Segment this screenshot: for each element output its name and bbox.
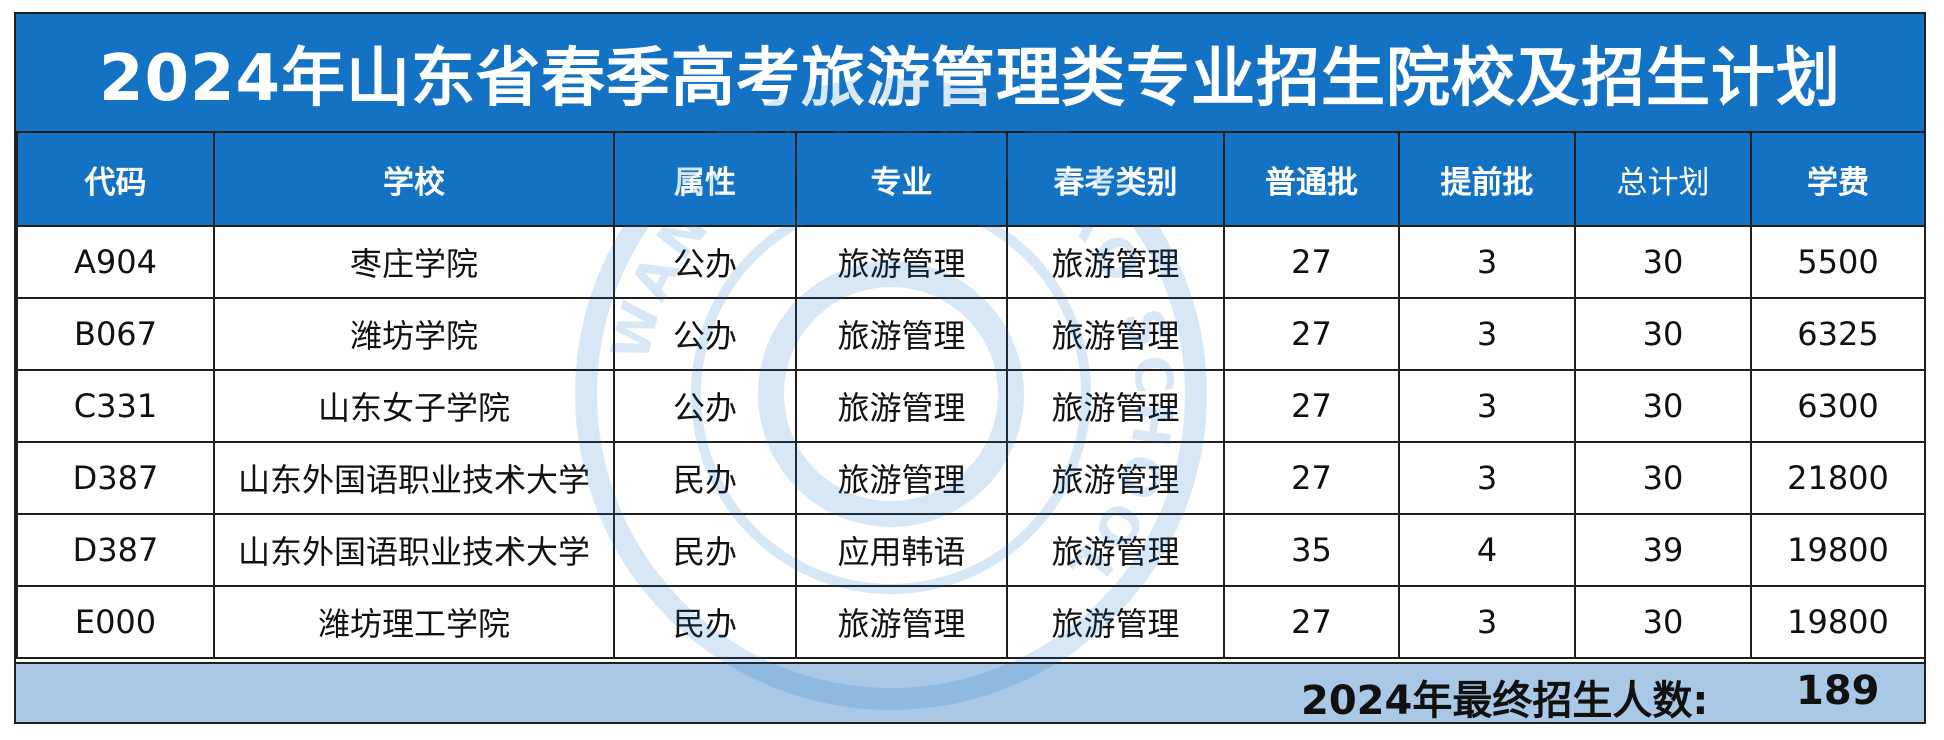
cell-type: 民办	[613, 585, 797, 659]
column-header-school: 学校	[213, 131, 615, 227]
cell-regular-batch: 27	[1223, 369, 1400, 443]
cell-category: 旅游管理	[1006, 441, 1225, 515]
cell-early-batch: 3	[1398, 585, 1576, 659]
cell-code: C331	[16, 369, 215, 443]
cell-early-batch: 3	[1398, 441, 1576, 515]
cell-major: 旅游管理	[795, 441, 1008, 515]
cell-code: A904	[16, 225, 215, 299]
column-header-tuition: 学费	[1750, 131, 1926, 227]
cell-regular-batch: 27	[1223, 297, 1400, 371]
cell-school: 山东外国语职业技术大学	[213, 513, 615, 587]
cell-type: 公办	[613, 369, 797, 443]
table-row: D387 山东外国语职业技术大学 民办 应用韩语 旅游管理 35 4 39 19…	[16, 513, 1926, 587]
cell-code: B067	[16, 297, 215, 371]
cell-type: 民办	[613, 513, 797, 587]
cell-tuition: 5500	[1750, 225, 1926, 299]
cell-major: 应用韩语	[795, 513, 1008, 587]
cell-school: 潍坊理工学院	[213, 585, 615, 659]
cell-school: 山东女子学院	[213, 369, 615, 443]
column-header-early-batch: 提前批	[1398, 131, 1576, 227]
cell-major: 旅游管理	[795, 225, 1008, 299]
column-header-type: 属性	[613, 131, 797, 227]
cell-total-plan: 30	[1574, 225, 1752, 299]
table-header-row: 代码 学校 属性 专业 春考类别 普通批 提前批 总计划 学费	[16, 131, 1926, 227]
enrollment-table: 代码 学校 属性 专业 春考类别 普通批 提前批 总计划 学费 A904 枣庄学…	[16, 131, 1926, 659]
cell-code: D387	[16, 441, 215, 515]
cell-tuition: 19800	[1750, 513, 1926, 587]
cell-regular-batch: 27	[1223, 441, 1400, 515]
cell-code: D387	[16, 513, 215, 587]
cell-regular-batch: 35	[1223, 513, 1400, 587]
table-row: D387 山东外国语职业技术大学 民办 旅游管理 旅游管理 27 3 30 21…	[16, 441, 1926, 515]
cell-category: 旅游管理	[1006, 513, 1225, 587]
cell-tuition: 19800	[1750, 585, 1926, 659]
cell-total-plan: 39	[1574, 513, 1752, 587]
cell-tuition: 6325	[1750, 297, 1926, 371]
cell-category: 旅游管理	[1006, 585, 1225, 659]
total-enrollment-value: 189	[1796, 668, 1880, 714]
cell-tuition: 6300	[1750, 369, 1926, 443]
cell-total-plan: 30	[1574, 297, 1752, 371]
cell-category: 旅游管理	[1006, 369, 1225, 443]
total-enrollment-label: 2024年最终招生人数:	[1301, 678, 1709, 724]
cell-early-batch: 3	[1398, 297, 1576, 371]
cell-early-batch: 3	[1398, 369, 1576, 443]
cell-major: 旅游管理	[795, 585, 1008, 659]
table-row: C331 山东女子学院 公办 旅游管理 旅游管理 27 3 30 6300	[16, 369, 1926, 443]
cell-category: 旅游管理	[1006, 297, 1225, 371]
cell-code: E000	[16, 585, 215, 659]
cell-regular-batch: 27	[1223, 585, 1400, 659]
total-enrollment-bar: 2024年最终招生人数: 189	[16, 662, 1924, 724]
cell-type: 公办	[613, 225, 797, 299]
table-row: E000 潍坊理工学院 民办 旅游管理 旅游管理 27 3 30 19800	[16, 585, 1926, 659]
table-row: A904 枣庄学院 公办 旅游管理 旅游管理 27 3 30 5500	[16, 225, 1926, 299]
column-header-regular-batch: 普通批	[1223, 131, 1400, 227]
table-row: B067 潍坊学院 公办 旅游管理 旅游管理 27 3 30 6325	[16, 297, 1926, 371]
cell-early-batch: 3	[1398, 225, 1576, 299]
cell-school: 山东外国语职业技术大学	[213, 441, 615, 515]
cell-type: 民办	[613, 441, 797, 515]
cell-major: 旅游管理	[795, 297, 1008, 371]
page-title: 2024年山东省春季高考旅游管理类专业招生院校及招生计划	[16, 14, 1924, 131]
column-header-total-plan: 总计划	[1574, 131, 1752, 227]
cell-total-plan: 30	[1574, 441, 1752, 515]
column-header-major: 专业	[795, 131, 1008, 227]
cell-school: 枣庄学院	[213, 225, 615, 299]
column-header-code: 代码	[16, 131, 215, 227]
cell-type: 公办	[613, 297, 797, 371]
cell-school: 潍坊学院	[213, 297, 615, 371]
cell-tuition: 21800	[1750, 441, 1926, 515]
column-header-category: 春考类别	[1006, 131, 1225, 227]
cell-early-batch: 4	[1398, 513, 1576, 587]
cell-regular-batch: 27	[1223, 225, 1400, 299]
enrollment-sheet: 2024年山东省春季高考旅游管理类专业招生院校及招生计划 代码 学校 属性 专业…	[14, 12, 1926, 724]
cell-total-plan: 30	[1574, 585, 1752, 659]
cell-major: 旅游管理	[795, 369, 1008, 443]
cell-category: 旅游管理	[1006, 225, 1225, 299]
cell-total-plan: 30	[1574, 369, 1752, 443]
